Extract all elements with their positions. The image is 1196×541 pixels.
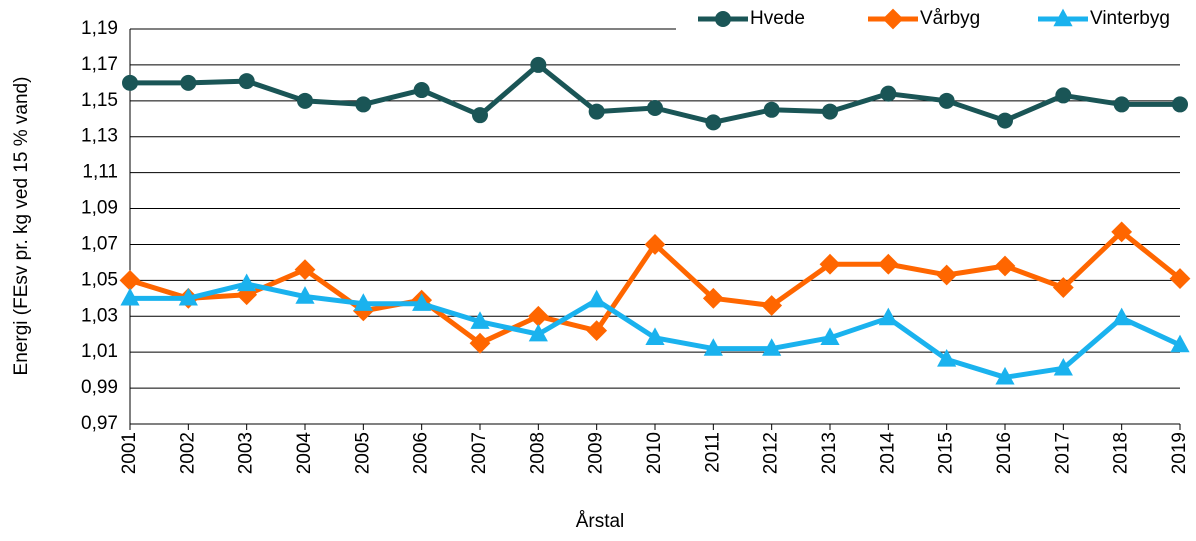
- x-tick-label: 2015: [936, 432, 957, 474]
- legend-box: [676, 4, 1196, 36]
- legend-label: Vårbyg: [920, 8, 980, 29]
- marker: [762, 338, 782, 356]
- y-tick-label: 1,11: [82, 162, 118, 183]
- marker: [469, 332, 491, 354]
- x-tick-label: 2010: [644, 432, 665, 474]
- marker: [997, 112, 1013, 129]
- x-tick-label: 2004: [294, 432, 315, 475]
- legend-label: Hvede: [750, 8, 805, 29]
- y-tick-label: 1,09: [81, 198, 118, 219]
- x-tick-label: 2016: [994, 432, 1015, 474]
- marker: [180, 74, 197, 91]
- x-tick-label: 2018: [1111, 432, 1132, 474]
- marker: [470, 311, 490, 329]
- y-tick-label: 1,13: [81, 126, 118, 147]
- marker: [880, 85, 897, 102]
- marker: [822, 103, 838, 120]
- marker: [705, 114, 722, 131]
- marker: [119, 269, 141, 291]
- marker: [413, 82, 430, 99]
- marker: [1055, 87, 1072, 104]
- marker: [412, 293, 432, 311]
- y-tick-label: 1,17: [81, 54, 118, 75]
- marker: [1052, 277, 1074, 298]
- marker: [1170, 334, 1190, 353]
- x-tick-label: 2014: [877, 432, 898, 475]
- legend-label: Vinterbyg: [1090, 8, 1170, 29]
- marker: [353, 293, 373, 311]
- marker: [937, 348, 957, 367]
- y-tick-label: 1,01: [81, 341, 118, 362]
- marker: [994, 255, 1016, 277]
- x-tick-label: 2003: [236, 432, 257, 474]
- marker: [530, 56, 547, 73]
- x-tick-label: 2002: [177, 432, 198, 474]
- x-tick-label: 2005: [352, 432, 373, 474]
- marker: [644, 234, 666, 255]
- marker: [645, 327, 665, 346]
- marker: [1053, 8, 1073, 27]
- y-tick-label: 1,05: [81, 269, 118, 290]
- y-tick-label: 1,07: [81, 233, 118, 254]
- marker: [703, 338, 723, 356]
- x-tick-label: 2013: [819, 432, 840, 474]
- marker: [588, 103, 605, 120]
- marker: [355, 96, 372, 113]
- marker: [877, 253, 899, 275]
- marker: [1111, 221, 1133, 243]
- marker: [528, 323, 548, 342]
- marker: [1112, 307, 1132, 326]
- x-tick-label: 2019: [1169, 432, 1190, 474]
- x-tick-label: 2001: [119, 432, 140, 474]
- y-tick-label: 1,15: [81, 90, 118, 111]
- x-axis-title: Årstal: [576, 511, 625, 532]
- x-tick-label: 2008: [527, 432, 548, 474]
- x-tick-label: 2017: [1052, 432, 1073, 474]
- marker: [586, 320, 608, 342]
- marker: [936, 264, 958, 286]
- marker: [715, 11, 731, 27]
- marker: [294, 259, 316, 280]
- marker: [938, 92, 955, 109]
- x-tick-label: 2007: [469, 432, 490, 474]
- marker: [527, 305, 549, 327]
- marker: [702, 287, 724, 309]
- marker: [820, 327, 840, 346]
- x-tick-label: 2006: [411, 432, 432, 474]
- x-tick-label: 2011: [702, 432, 723, 473]
- marker: [1113, 96, 1130, 113]
- marker: [1172, 96, 1188, 113]
- marker: [763, 101, 780, 118]
- marker: [122, 74, 138, 91]
- marker: [1053, 357, 1073, 376]
- y-axis-title: Energi (FEsv pr. kg ved 15 % vand): [11, 77, 32, 376]
- marker: [878, 307, 898, 326]
- y-tick-label: 1,03: [81, 305, 118, 326]
- marker: [587, 289, 607, 308]
- marker: [882, 8, 904, 30]
- marker: [761, 295, 783, 316]
- marker: [297, 92, 313, 109]
- y-tick-label: 0,97: [81, 413, 118, 434]
- marker: [1169, 268, 1191, 289]
- marker: [472, 107, 488, 124]
- marker: [120, 287, 140, 306]
- marker: [178, 287, 198, 306]
- marker: [819, 253, 841, 275]
- y-tick-label: 0,99: [81, 377, 118, 398]
- x-tick-label: 2012: [761, 432, 782, 474]
- marker: [295, 286, 315, 304]
- marker: [238, 73, 255, 90]
- marker: [647, 100, 663, 116]
- marker: [995, 366, 1015, 385]
- marker: [237, 273, 257, 292]
- y-tick-label: 1,19: [81, 18, 118, 39]
- x-tick-label: 2009: [586, 432, 607, 474]
